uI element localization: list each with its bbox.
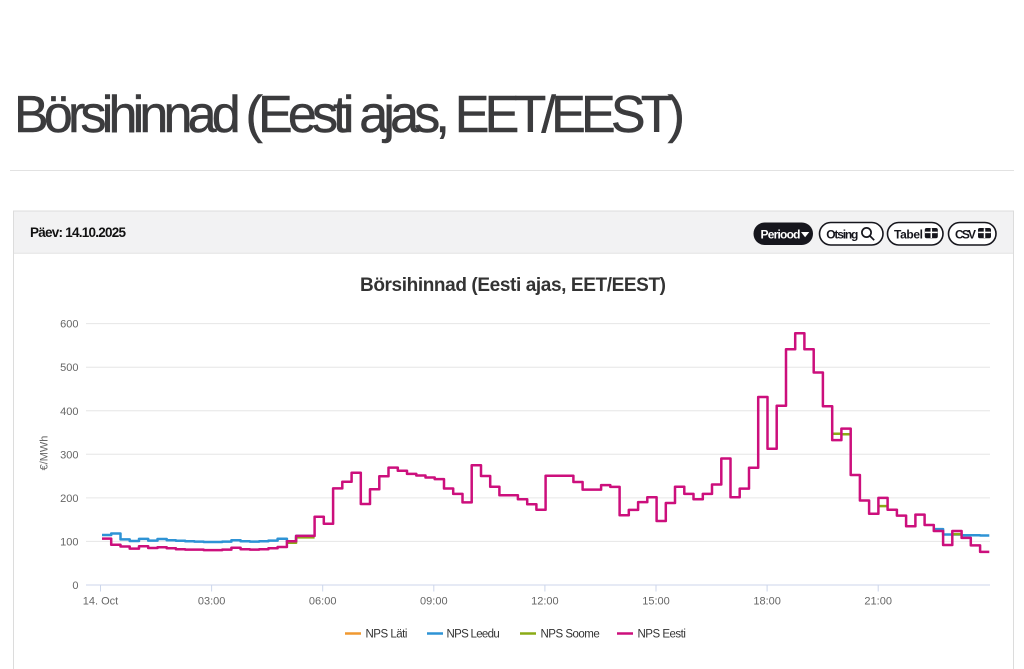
svg-text:12:00: 12:00 — [531, 596, 559, 608]
svg-text:CSV: CSV — [955, 228, 976, 242]
svg-text:300: 300 — [60, 449, 78, 461]
svg-text:Periood: Periood — [761, 228, 801, 242]
svg-text:15:00: 15:00 — [642, 596, 670, 608]
svg-text:NPS Leedu: NPS Leedu — [447, 629, 500, 641]
svg-text:NPS Läti: NPS Läti — [366, 629, 407, 641]
svg-text:06:00: 06:00 — [309, 596, 337, 608]
svg-text:NPS Eesti: NPS Eesti — [638, 629, 686, 641]
svg-text:03:00: 03:00 — [198, 596, 226, 608]
svg-text:Börsihinnad (Eesti ajas, EET/E: Börsihinnad (Eesti ajas, EET/EEST) — [360, 275, 666, 296]
svg-text:09:00: 09:00 — [420, 596, 448, 608]
svg-text:600: 600 — [60, 319, 78, 331]
svg-text:18:00: 18:00 — [753, 596, 781, 608]
svg-text:500: 500 — [60, 362, 78, 374]
svg-text:€/MWh: €/MWh — [39, 436, 51, 471]
svg-text:14. Oct: 14. Oct — [83, 596, 118, 608]
svg-text:100: 100 — [60, 536, 78, 548]
svg-text:200: 200 — [60, 493, 78, 505]
svg-text:0: 0 — [72, 580, 78, 592]
svg-text:Otsing: Otsing — [826, 228, 858, 242]
svg-text:Päev: 14.10.2025: Päev: 14.10.2025 — [30, 225, 126, 240]
svg-text:Börsihinnad (Eesti ajas, EET/E: Börsihinnad (Eesti ajas, EET/EEST) — [14, 86, 685, 144]
svg-text:NPS Soome: NPS Soome — [541, 629, 600, 641]
svg-text:400: 400 — [60, 406, 78, 418]
svg-text:21:00: 21:00 — [864, 596, 892, 608]
svg-text:Tabel: Tabel — [894, 228, 923, 242]
